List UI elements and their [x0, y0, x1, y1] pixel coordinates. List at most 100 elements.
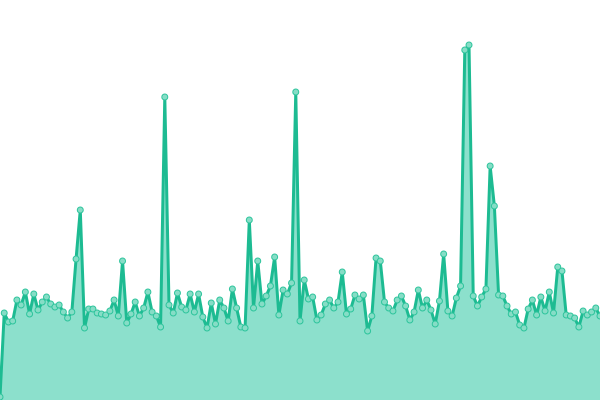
- data-point-45: [186, 290, 194, 298]
- data-point-37: [152, 312, 160, 320]
- data-point-20: [81, 324, 89, 332]
- data-point-22: [89, 305, 97, 313]
- data-point-91: [381, 298, 389, 306]
- data-point-85: [355, 295, 363, 303]
- data-point-106: [444, 307, 452, 315]
- data-point-77: [321, 300, 329, 308]
- data-point-124: [520, 324, 528, 332]
- data-point-8: [30, 290, 38, 298]
- data-point-90: [376, 257, 384, 265]
- data-point-64: [266, 282, 274, 290]
- data-point-72: [300, 276, 308, 284]
- data-point-98: [410, 308, 418, 316]
- data-point-30: [123, 319, 131, 327]
- data-point-6: [21, 288, 29, 296]
- data-point-103: [431, 320, 439, 328]
- data-point-132: [554, 263, 562, 271]
- data-point-129: [541, 307, 549, 315]
- data-point-96: [402, 302, 410, 310]
- data-point-63: [262, 292, 270, 300]
- data-point-130: [545, 288, 553, 296]
- data-point-49: [203, 324, 211, 332]
- data-point-95: [397, 292, 405, 300]
- data-point-128: [537, 293, 545, 301]
- data-point-75: [313, 316, 321, 324]
- data-point-79: [330, 304, 338, 312]
- data-point-51: [211, 320, 219, 328]
- data-point-25: [102, 311, 110, 319]
- data-point-122: [511, 308, 519, 316]
- data-point-114: [478, 293, 486, 301]
- data-point-7: [26, 310, 34, 318]
- data-point-99: [414, 286, 422, 294]
- data-point-101: [423, 296, 431, 304]
- data-point-11: [42, 293, 50, 301]
- data-point-140: [588, 308, 596, 316]
- data-point-107: [448, 312, 456, 320]
- data-points: [0, 41, 600, 400]
- data-point-142: [596, 312, 600, 320]
- data-point-17: [68, 308, 76, 316]
- data-point-55: [228, 285, 236, 293]
- data-point-18: [72, 255, 80, 263]
- data-point-47: [195, 290, 203, 298]
- data-point-66: [275, 311, 283, 319]
- data-point-87: [364, 327, 372, 335]
- data-point-71: [296, 317, 304, 325]
- data-point-50: [207, 299, 215, 307]
- data-point-93: [389, 307, 397, 315]
- data-point-10: [38, 298, 46, 306]
- data-point-54: [224, 317, 232, 325]
- data-point-113: [473, 302, 481, 310]
- data-point-9: [34, 306, 42, 314]
- data-point-65: [271, 253, 279, 261]
- data-point-110: [461, 46, 469, 54]
- data-point-48: [199, 313, 207, 321]
- data-point-38: [157, 323, 165, 331]
- data-point-94: [393, 296, 401, 304]
- data-point-82: [342, 310, 350, 318]
- data-point-127: [533, 311, 541, 319]
- data-point-42: [173, 289, 181, 297]
- data-point-80: [334, 298, 342, 306]
- data-point-81: [338, 268, 346, 276]
- data-point-133: [558, 267, 566, 275]
- data-point-125: [524, 305, 532, 313]
- data-point-70: [292, 88, 300, 96]
- data-point-60: [250, 304, 258, 312]
- data-point-56: [233, 304, 241, 312]
- data-point-28: [114, 312, 122, 320]
- data-point-36: [148, 308, 156, 316]
- data-point-74: [309, 293, 317, 301]
- data-point-4: [13, 296, 21, 304]
- data-point-34: [140, 304, 148, 312]
- data-point-41: [169, 309, 177, 317]
- data-point-39: [161, 93, 169, 101]
- data-point-111: [465, 41, 473, 49]
- data-point-62: [258, 300, 266, 308]
- data-point-32: [131, 298, 139, 306]
- data-point-44: [182, 306, 190, 314]
- data-point-126: [528, 296, 536, 304]
- data-point-116: [486, 162, 494, 170]
- data-point-27: [110, 296, 118, 304]
- data-point-112: [469, 292, 477, 300]
- data-point-141: [592, 304, 600, 312]
- data-point-138: [579, 307, 587, 315]
- data-point-5: [17, 301, 25, 309]
- data-point-120: [503, 302, 511, 310]
- data-point-40: [165, 301, 173, 309]
- data-point-136: [571, 314, 579, 322]
- data-point-108: [452, 294, 460, 302]
- data-point-3: [9, 317, 17, 325]
- data-point-15: [59, 308, 67, 316]
- data-point-31: [127, 310, 135, 318]
- data-point-78: [326, 296, 334, 304]
- data-point-84: [351, 291, 359, 299]
- data-point-1: [0, 309, 8, 317]
- data-point-61: [254, 257, 262, 265]
- data-point-35: [144, 288, 152, 296]
- data-point-53: [220, 304, 228, 312]
- data-point-76: [317, 311, 325, 319]
